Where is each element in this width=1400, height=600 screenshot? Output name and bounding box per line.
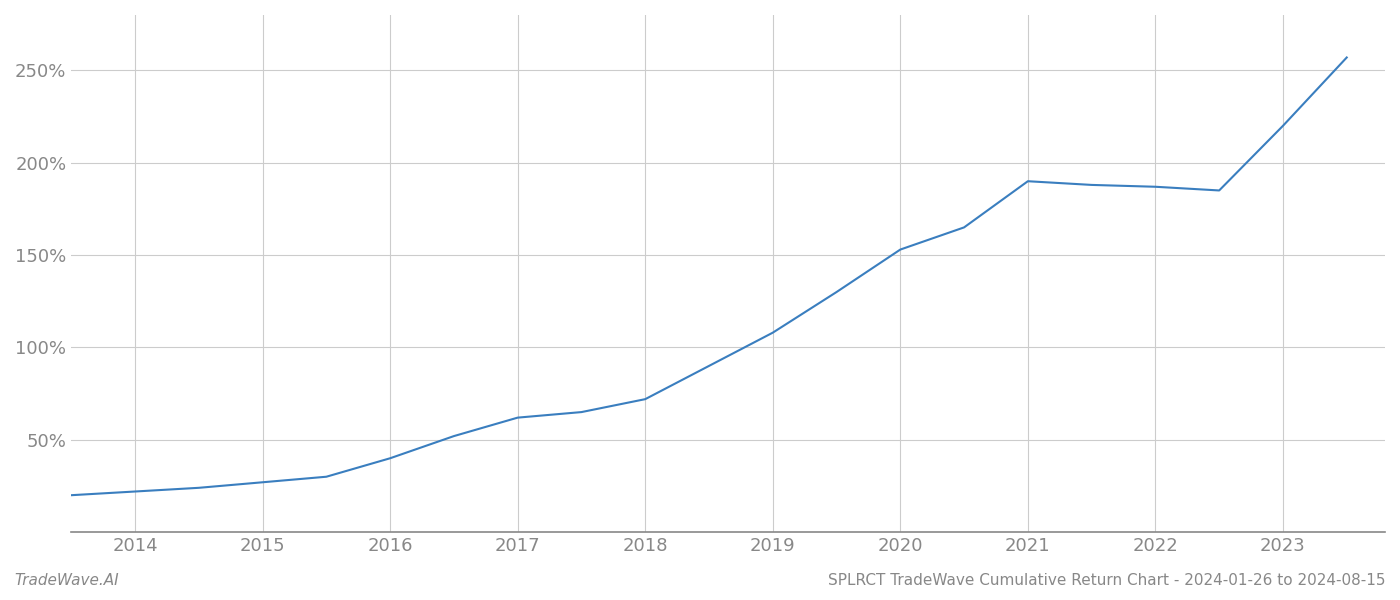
Text: TradeWave.AI: TradeWave.AI [14, 573, 119, 588]
Text: SPLRCT TradeWave Cumulative Return Chart - 2024-01-26 to 2024-08-15: SPLRCT TradeWave Cumulative Return Chart… [829, 573, 1386, 588]
